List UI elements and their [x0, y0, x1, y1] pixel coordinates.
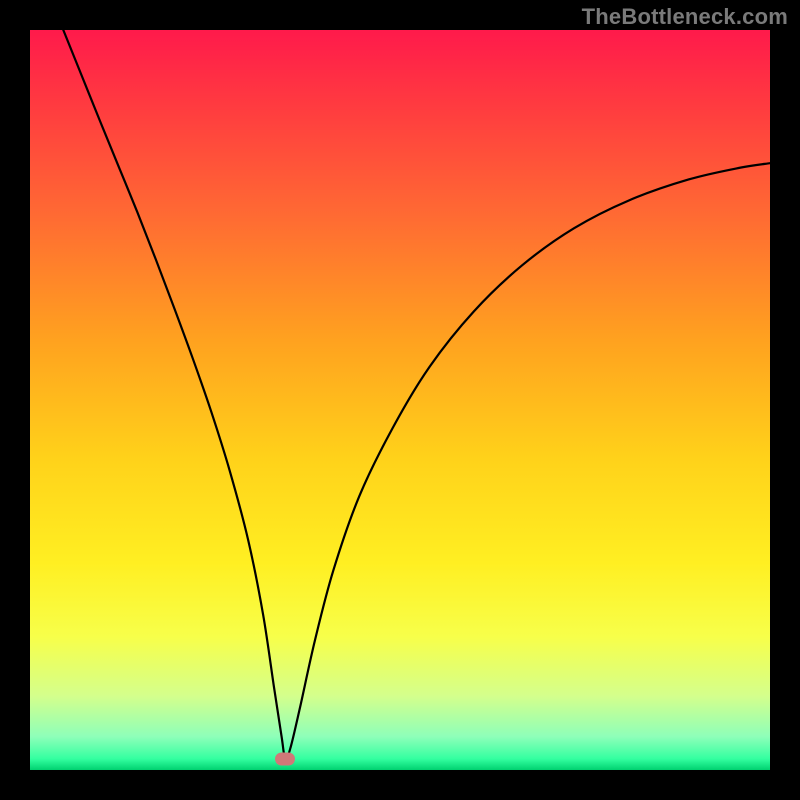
chart-plot-area [30, 30, 770, 770]
watermark-text: TheBottleneck.com [582, 4, 788, 30]
gradient-background [30, 30, 770, 770]
apex-marker [275, 752, 295, 765]
chart-svg [30, 30, 770, 770]
